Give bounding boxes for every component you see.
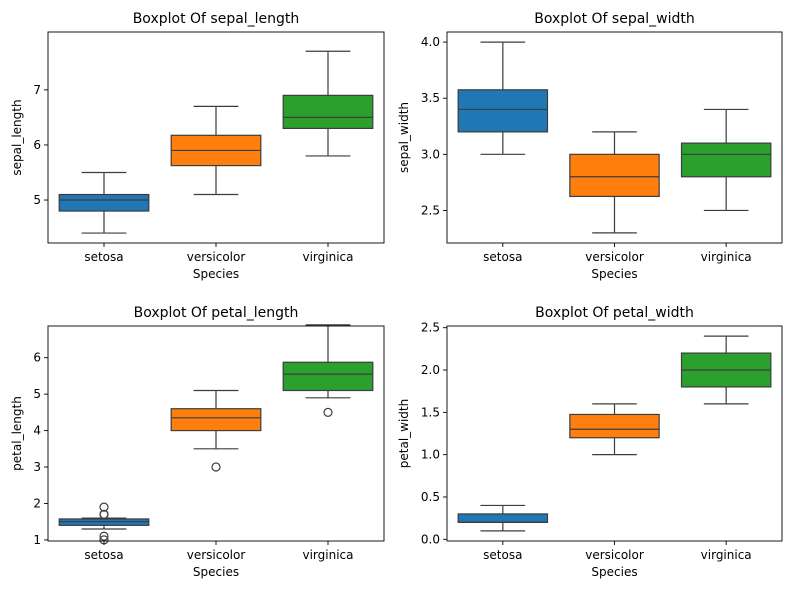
x-axis-label: Species — [591, 267, 637, 281]
box-virginica — [282, 50, 374, 157]
y-tick-label: 3.0 — [421, 147, 440, 161]
box-iqr — [569, 153, 660, 198]
x-tick-label: versicolor — [187, 548, 246, 562]
y-tick-label: 7 — [33, 83, 41, 97]
outlier-point — [99, 531, 109, 541]
y-tick-label: 3.5 — [421, 91, 440, 105]
box-virginica — [282, 324, 374, 417]
y-tick-label: 2.5 — [421, 321, 440, 335]
box-iqr — [282, 361, 374, 392]
x-tick-label: virginica — [303, 548, 354, 562]
x-tick-label: setosa — [84, 548, 123, 562]
outlier-point — [323, 407, 333, 417]
outlier-point — [211, 462, 221, 472]
box-iqr — [457, 89, 549, 133]
outlier-point — [99, 509, 109, 519]
box-setosa — [457, 41, 549, 155]
x-tick-label: setosa — [483, 250, 522, 264]
x-axis-label: Species — [193, 267, 239, 281]
x-tick-label: versicolor — [585, 250, 644, 264]
box-virginica — [680, 108, 772, 212]
x-tick-label: versicolor — [187, 250, 246, 264]
y-tick-label: 1 — [33, 533, 41, 547]
chart-title: Boxplot Of petal_width — [535, 305, 694, 321]
box-setosa — [58, 171, 150, 234]
plot-frame — [446, 325, 783, 542]
y-tick-label: 0.5 — [421, 490, 440, 504]
y-axis-label: sepal_width — [397, 102, 411, 173]
chart-title: Boxplot Of sepal_width — [534, 11, 695, 27]
y-tick-label: 4 — [33, 424, 41, 438]
y-tick-label: 6 — [33, 351, 41, 365]
y-tick-label: 0.0 — [421, 532, 440, 546]
box-iqr — [569, 413, 660, 439]
x-tick-label: virginica — [701, 548, 752, 562]
y-tick-label: 2.0 — [421, 363, 440, 377]
x-tick-label: setosa — [84, 250, 123, 264]
box-versicolor — [170, 389, 262, 472]
box-iqr — [680, 142, 772, 178]
y-tick-label: 5 — [33, 193, 41, 207]
y-tick-label: 6 — [33, 138, 41, 152]
plot-frame — [47, 325, 385, 542]
plot-frame — [47, 31, 385, 244]
x-tick-label: virginica — [303, 250, 354, 264]
x-tick-label: versicolor — [585, 548, 644, 562]
y-tick-label: 2.5 — [421, 203, 440, 217]
y-tick-label: 5 — [33, 387, 41, 401]
x-tick-label: setosa — [483, 548, 522, 562]
y-axis-label: petal_length — [10, 396, 24, 471]
x-axis-label: Species — [591, 565, 637, 579]
box-iqr — [282, 94, 374, 130]
y-tick-label: 3 — [33, 460, 41, 474]
y-tick-label: 1.0 — [421, 448, 440, 462]
box-iqr — [58, 193, 150, 212]
box-virginica — [680, 335, 772, 405]
x-axis-label: Species — [193, 565, 239, 579]
x-tick-label: virginica — [701, 250, 752, 264]
box-versicolor — [170, 105, 262, 196]
y-tick-label: 2 — [33, 496, 41, 510]
chart-title: Boxplot Of sepal_length — [133, 11, 300, 27]
y-tick-label: 1.5 — [421, 405, 440, 419]
box-setosa — [457, 504, 549, 532]
y-axis-label: sepal_length — [10, 99, 24, 175]
chart-title: Boxplot Of petal_length — [134, 305, 299, 321]
box-iqr — [457, 513, 549, 523]
y-axis-label: petal_width — [397, 399, 411, 468]
box-iqr — [170, 408, 262, 432]
box-setosa — [58, 502, 150, 545]
box-versicolor — [569, 131, 660, 234]
y-tick-label: 4.0 — [421, 35, 440, 49]
plot-frame — [446, 31, 783, 244]
box-versicolor — [569, 403, 660, 456]
outlier-point — [99, 502, 109, 512]
